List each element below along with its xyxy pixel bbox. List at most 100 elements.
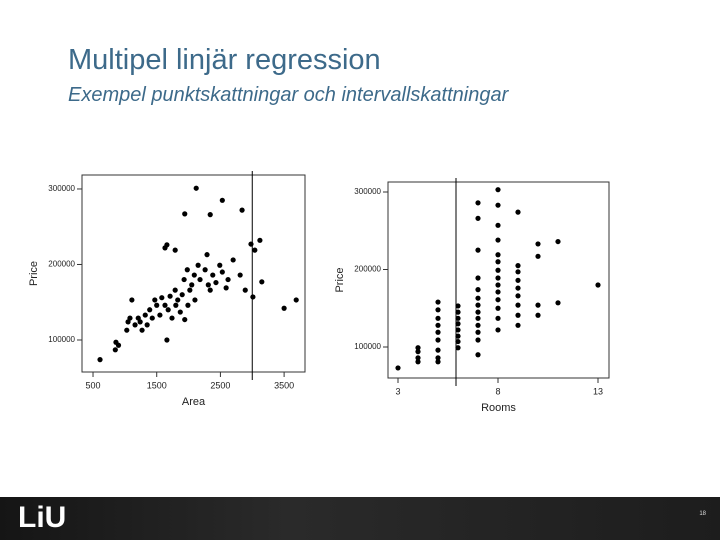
x-tick-label: 13 xyxy=(593,386,603,396)
point xyxy=(202,267,208,273)
point xyxy=(455,333,461,339)
y-tick-label: 300000 xyxy=(48,184,75,193)
point xyxy=(455,345,461,351)
charts: 500 1500 2500 3500 100000 200000 300000 Area Pri… xyxy=(28,171,610,414)
point xyxy=(223,285,229,291)
x-tick-label: 3500 xyxy=(274,380,294,390)
point xyxy=(595,282,601,288)
point xyxy=(152,297,158,303)
plot-box xyxy=(81,174,306,373)
point xyxy=(475,309,481,315)
point xyxy=(248,241,254,247)
point xyxy=(495,222,501,228)
point xyxy=(239,207,245,213)
x-tick-label: 3 xyxy=(395,386,400,396)
point xyxy=(475,247,481,253)
point xyxy=(495,237,501,243)
logo: LiU xyxy=(18,501,67,534)
point xyxy=(415,349,421,355)
slide-title: Multipel linjär regression xyxy=(68,44,381,76)
point xyxy=(164,337,170,343)
point xyxy=(189,282,195,288)
point xyxy=(175,297,181,303)
y-axis-label: Price xyxy=(334,267,346,292)
point xyxy=(435,359,441,365)
point xyxy=(185,302,191,308)
point xyxy=(97,357,103,363)
point xyxy=(197,276,203,283)
point xyxy=(193,185,199,191)
point xyxy=(455,309,461,315)
point xyxy=(515,312,521,318)
x-tick-label: 8 xyxy=(495,386,500,396)
point xyxy=(475,352,481,358)
point xyxy=(435,355,441,361)
point xyxy=(169,315,175,321)
point xyxy=(535,312,541,318)
point xyxy=(113,339,119,345)
point xyxy=(435,347,441,353)
point xyxy=(205,282,211,288)
point xyxy=(455,321,461,327)
y-tick-label: 300000 xyxy=(354,187,381,196)
y-tick-label: 200000 xyxy=(48,260,75,269)
point xyxy=(415,345,421,351)
point xyxy=(535,241,541,247)
point xyxy=(204,252,210,258)
point xyxy=(132,322,138,328)
point xyxy=(495,315,501,321)
point xyxy=(173,302,179,308)
point xyxy=(207,212,213,218)
point xyxy=(242,287,248,293)
point xyxy=(475,315,481,321)
point xyxy=(395,365,401,371)
point xyxy=(495,202,501,208)
point xyxy=(144,322,150,328)
x-tick-label: 1500 xyxy=(147,380,167,390)
point xyxy=(213,279,219,286)
point xyxy=(210,272,216,278)
point xyxy=(515,277,521,283)
point xyxy=(415,359,421,365)
point xyxy=(184,267,190,273)
point xyxy=(219,197,225,203)
point xyxy=(495,275,501,281)
point xyxy=(535,302,541,308)
point xyxy=(515,322,521,328)
point xyxy=(475,322,481,328)
point xyxy=(535,253,541,259)
point xyxy=(435,329,441,335)
point xyxy=(154,302,160,308)
y-tick-label: 100000 xyxy=(48,335,75,344)
point xyxy=(293,297,299,303)
point xyxy=(475,295,481,301)
point xyxy=(455,315,461,321)
x-tick-label: 2500 xyxy=(210,380,230,390)
point xyxy=(129,297,135,303)
point xyxy=(475,275,481,281)
point xyxy=(172,247,178,253)
point xyxy=(495,267,501,273)
point xyxy=(495,305,501,311)
point xyxy=(435,322,441,328)
page-number: 18 xyxy=(699,511,706,517)
point xyxy=(475,200,481,206)
point xyxy=(495,297,501,303)
point xyxy=(455,303,461,309)
point xyxy=(147,307,153,313)
point xyxy=(435,299,441,305)
point xyxy=(475,215,481,221)
point xyxy=(495,282,501,288)
point xyxy=(435,337,441,343)
x-tick-label: 500 xyxy=(86,380,101,390)
point xyxy=(159,295,165,301)
point xyxy=(515,263,521,269)
point xyxy=(187,287,193,293)
point xyxy=(124,327,130,333)
point xyxy=(555,300,561,306)
point xyxy=(195,262,201,268)
point xyxy=(219,269,225,275)
point xyxy=(157,312,163,318)
slide-subtitle: Exempel punktskattningar och intervallsk… xyxy=(68,84,509,106)
